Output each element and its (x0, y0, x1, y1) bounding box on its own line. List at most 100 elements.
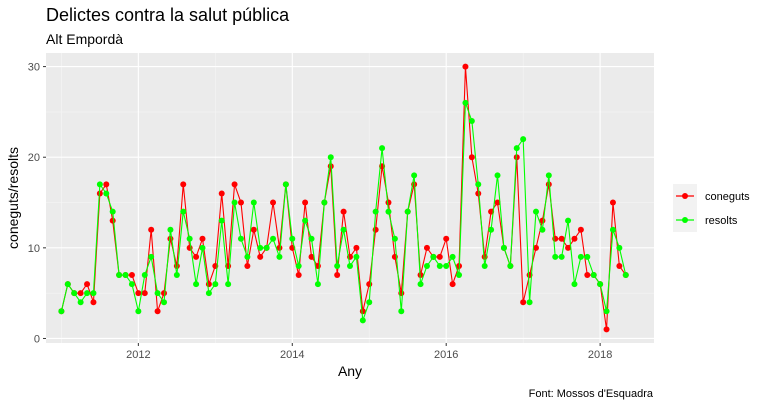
data-point-resolts (494, 172, 501, 179)
data-point-resolts (167, 226, 174, 233)
data-point-resolts (302, 217, 309, 224)
chart-caption: Font: Mossos d'Esquadra (529, 388, 654, 400)
data-point-resolts (327, 154, 334, 161)
data-point-resolts (430, 253, 437, 260)
data-point-coneguts (135, 290, 142, 297)
y-axis-title: coneguts/resolts (5, 147, 21, 249)
data-point-resolts (103, 190, 110, 197)
data-point-coneguts (244, 262, 251, 269)
y-tick-label: 10 (28, 243, 40, 255)
data-point-resolts (308, 235, 315, 242)
data-point-coneguts (276, 244, 283, 251)
series-layer (58, 63, 629, 333)
legend-key-coneguts-point (682, 193, 688, 199)
y-axis: 0 10 20 30 (28, 62, 46, 345)
data-point-resolts (148, 253, 155, 260)
data-point-coneguts (443, 235, 450, 242)
data-point-resolts (314, 281, 321, 288)
data-point-resolts (161, 299, 168, 306)
data-point-resolts (154, 290, 161, 297)
data-point-resolts (372, 208, 379, 215)
data-point-resolts (526, 299, 533, 306)
data-point-resolts (603, 308, 610, 315)
data-point-resolts (609, 226, 616, 233)
chart-title: Delictes contra la salut pública (46, 5, 290, 25)
data-point-coneguts (532, 244, 539, 251)
data-point-coneguts (103, 181, 110, 188)
data-point-resolts (475, 181, 482, 188)
data-point-resolts (616, 244, 623, 251)
x-axis-title: Any (338, 363, 362, 379)
data-point-coneguts (109, 217, 116, 224)
data-point-coneguts (603, 326, 610, 333)
data-point-coneguts (295, 272, 302, 279)
data-point-coneguts (571, 235, 578, 242)
data-point-resolts (71, 290, 78, 297)
y-tick-label: 0 (34, 333, 40, 345)
data-point-resolts (96, 181, 103, 188)
data-point-resolts (205, 290, 212, 297)
data-point-coneguts (218, 190, 225, 197)
data-point-resolts (571, 281, 578, 288)
data-point-resolts (552, 253, 559, 260)
y-tick-label: 30 (28, 62, 40, 74)
data-point-resolts (423, 262, 430, 269)
data-point-coneguts (141, 290, 148, 297)
data-point-coneguts (340, 208, 347, 215)
legend-key-resolts-point (682, 217, 688, 223)
data-point-coneguts (584, 272, 591, 279)
data-point-coneguts (199, 235, 206, 242)
data-point-coneguts (366, 281, 373, 288)
data-point-resolts (417, 281, 424, 288)
data-point-resolts (263, 244, 270, 251)
data-point-coneguts (385, 199, 392, 206)
data-point-resolts (545, 172, 552, 179)
data-point-resolts (539, 226, 546, 233)
data-point-resolts (404, 208, 411, 215)
data-point-coneguts (148, 226, 155, 233)
data-point-coneguts (302, 199, 309, 206)
data-point-resolts (109, 208, 116, 215)
data-point-resolts (58, 308, 65, 315)
data-point-resolts (500, 244, 507, 251)
data-point-resolts (443, 262, 450, 269)
data-point-resolts (456, 272, 463, 279)
legend-label-resolts: resolts (705, 215, 738, 227)
data-point-resolts (225, 281, 232, 288)
data-point-coneguts (161, 290, 168, 297)
legend-key-background (673, 184, 697, 232)
data-point-resolts (186, 235, 193, 242)
data-point-resolts (379, 145, 386, 152)
data-point-resolts (622, 272, 629, 279)
x-tick-label: 2016 (434, 349, 458, 361)
data-point-resolts (257, 244, 264, 251)
data-point-resolts (295, 262, 302, 269)
x-tick-label: 2018 (588, 349, 612, 361)
data-point-resolts (193, 281, 200, 288)
data-point-coneguts (423, 244, 430, 251)
data-point-resolts (199, 244, 206, 251)
data-point-resolts (250, 199, 257, 206)
data-point-resolts (398, 308, 405, 315)
data-point-resolts (334, 262, 341, 269)
data-point-resolts (359, 317, 366, 324)
data-point-coneguts (231, 181, 238, 188)
data-point-resolts (565, 217, 572, 224)
data-point-coneguts (468, 154, 475, 161)
data-point-resolts (462, 99, 469, 106)
data-point-resolts (468, 117, 475, 124)
data-point-coneguts (334, 272, 341, 279)
data-point-coneguts (250, 226, 257, 233)
data-point-resolts (481, 262, 488, 269)
major-gridlines (46, 53, 654, 343)
data-point-coneguts (154, 308, 161, 315)
data-point-coneguts (609, 199, 616, 206)
data-point-coneguts (308, 253, 315, 260)
data-point-coneguts (577, 226, 584, 233)
data-point-coneguts (494, 199, 501, 206)
data-point-resolts (321, 199, 328, 206)
data-point-resolts (90, 290, 97, 297)
data-point-coneguts (436, 253, 443, 260)
data-point-coneguts (565, 244, 572, 251)
data-point-resolts (231, 199, 238, 206)
